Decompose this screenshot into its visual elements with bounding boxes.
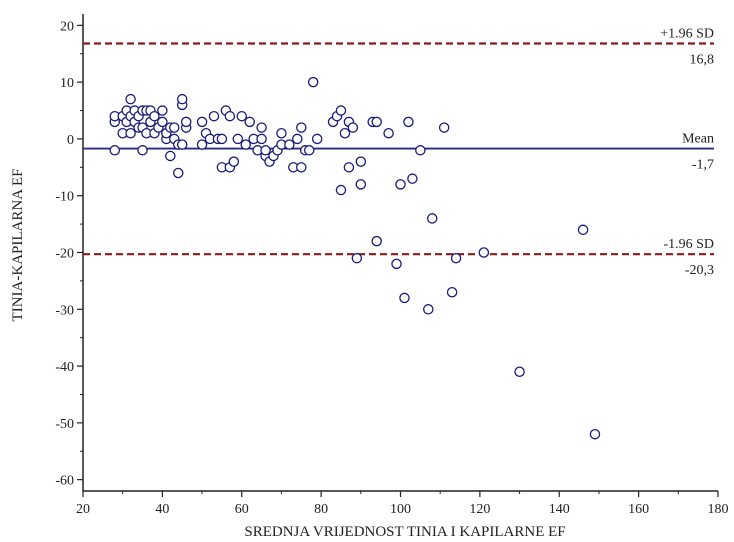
x-tick-label: 20 <box>76 502 90 517</box>
x-tick-label: 60 <box>235 502 249 517</box>
data-point <box>224 110 236 122</box>
data-point <box>176 93 188 105</box>
data-point <box>371 116 382 128</box>
mean-line-value: -1,7 <box>692 158 714 173</box>
data-point <box>157 105 168 116</box>
data-point <box>446 286 458 298</box>
y-tick-label: 20 <box>60 19 74 34</box>
data-point <box>343 162 355 173</box>
x-tick-label: 80 <box>314 502 328 517</box>
data-point <box>137 145 148 156</box>
data-point <box>311 133 323 145</box>
y-tick-label: -60 <box>55 474 74 489</box>
data-point <box>426 213 438 224</box>
data-point <box>228 156 240 167</box>
y-tick-label: -10 <box>55 190 74 205</box>
reference-lines <box>83 42 714 256</box>
data-point <box>438 122 450 133</box>
data-point <box>292 133 303 145</box>
x-tick-label: 160 <box>628 502 649 517</box>
data-point <box>180 116 192 128</box>
data-points <box>109 76 601 440</box>
data-point <box>371 235 382 247</box>
lower-line-label: -1.96 SD <box>663 237 714 252</box>
mean-line-label: Mean <box>682 132 714 147</box>
data-point <box>589 428 601 440</box>
data-point <box>232 133 244 145</box>
data-point <box>399 292 410 304</box>
data-point <box>355 179 367 190</box>
data-point <box>407 173 418 184</box>
data-point <box>335 184 347 196</box>
y-tick-label: 0 <box>67 133 74 148</box>
data-point <box>196 139 208 150</box>
data-point <box>284 139 295 150</box>
data-point <box>216 133 228 145</box>
data-point <box>276 127 287 139</box>
x-tick-label: 120 <box>469 502 490 517</box>
data-point <box>339 127 351 139</box>
data-point <box>109 145 121 156</box>
data-point <box>307 76 319 88</box>
lower-line-value: -20,3 <box>685 263 714 278</box>
data-point <box>355 156 367 167</box>
x-tick-label: 100 <box>390 502 411 517</box>
data-point <box>383 127 394 139</box>
data-point <box>303 145 315 156</box>
y-tick-label: -40 <box>55 360 74 375</box>
upper-line-label: +1.96 SD <box>660 27 714 42</box>
data-point <box>423 304 434 315</box>
upper-line-value: 16,8 <box>690 53 715 68</box>
data-point <box>296 122 307 133</box>
y-tick-label: -30 <box>55 303 74 318</box>
x-axis-title: SREDNJA VRIJEDNOST TINIA I KAPILARNE EF <box>244 524 565 540</box>
data-point <box>125 93 136 105</box>
data-point <box>169 122 180 133</box>
data-point <box>157 116 168 128</box>
data-point <box>125 127 136 139</box>
data-point <box>395 179 406 190</box>
data-point <box>296 162 307 173</box>
reference-line-labels: +1.96 SD 16,8 Mean -1,7 -1.96 SD -20,3 <box>660 27 714 279</box>
data-point <box>514 366 525 377</box>
x-tick-label: 40 <box>155 502 169 517</box>
data-point <box>208 110 220 122</box>
data-point <box>176 139 188 150</box>
data-point <box>415 145 426 156</box>
data-point <box>351 252 363 264</box>
data-point <box>577 224 589 236</box>
data-point <box>165 150 176 162</box>
data-point <box>403 116 414 128</box>
data-point <box>149 110 160 122</box>
data-point <box>256 122 267 133</box>
x-tick-label: 140 <box>549 502 570 517</box>
data-point <box>450 252 462 264</box>
data-point <box>335 105 347 116</box>
x-tick-label: 180 <box>708 502 729 517</box>
data-point <box>240 139 251 150</box>
data-point <box>172 167 184 179</box>
data-point <box>196 116 208 128</box>
data-point <box>236 110 247 122</box>
data-point <box>391 258 402 270</box>
y-tick-label: -50 <box>55 417 74 432</box>
data-point <box>244 116 255 128</box>
data-point <box>347 122 359 133</box>
data-point <box>256 133 267 145</box>
data-point <box>478 247 490 258</box>
y-tick-label: -20 <box>55 247 74 262</box>
y-tick-label: 10 <box>60 76 74 91</box>
data-point <box>260 145 271 156</box>
y-axis-title: TINIA-KAPILARNA EF <box>10 169 26 322</box>
